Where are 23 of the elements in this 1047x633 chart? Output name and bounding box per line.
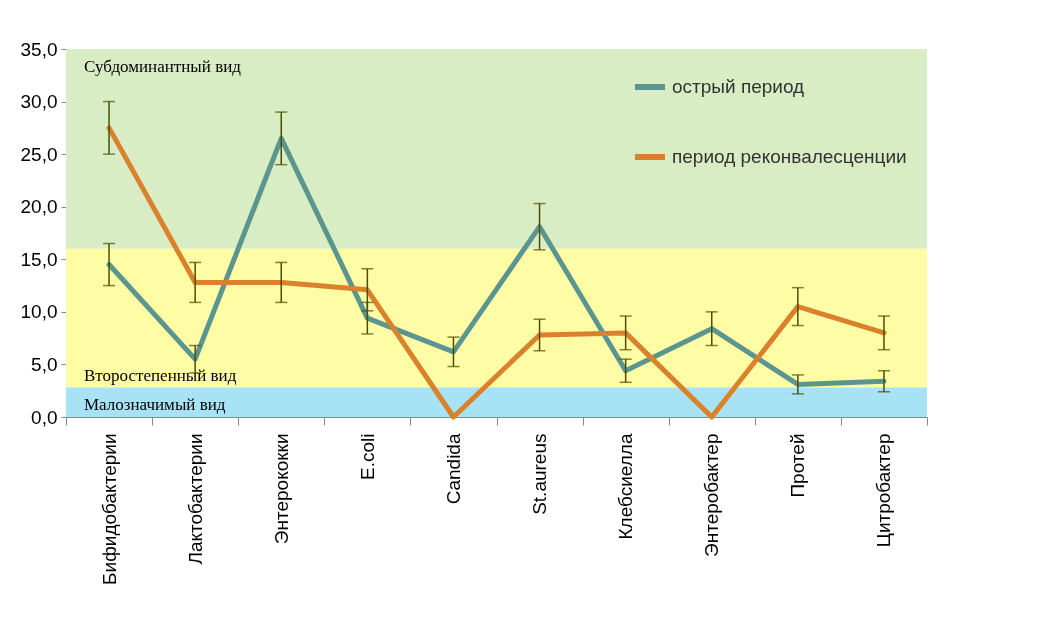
x-tick-label: E.coli xyxy=(356,433,378,480)
x-tick-label: Энтерококки xyxy=(270,433,292,545)
y-tick-label: 5,0 xyxy=(31,353,58,375)
band-label: Субдоминантный вид xyxy=(84,57,242,76)
y-tick-label: 25,0 xyxy=(20,143,58,165)
y-tick-label: 0,0 xyxy=(31,406,58,428)
x-tick-label: St.aureus xyxy=(529,433,551,515)
x-tick-label: Лактобактерии xyxy=(184,433,206,565)
x-tick-label: Цитробактер xyxy=(873,433,895,548)
legend-label: острый период xyxy=(672,76,805,97)
y-tick-label: 10,0 xyxy=(20,301,58,323)
x-tick-label: Клебсиелла xyxy=(615,433,637,540)
y-tick-label: 20,0 xyxy=(20,196,58,218)
legend-label: период реконвалесценции xyxy=(672,146,907,167)
band-label: Малозначимый вид xyxy=(84,395,226,414)
y-tick-label: 30,0 xyxy=(20,91,58,113)
band-label: Второстепенный вид xyxy=(84,365,237,385)
y-tick-label: 15,0 xyxy=(20,248,58,270)
x-tick-label: Энтеробактер xyxy=(701,433,723,557)
x-tick-label: Протей xyxy=(787,433,809,498)
y-tick-label: 35,0 xyxy=(20,38,58,60)
x-tick-label: Candida xyxy=(442,433,464,505)
x-tick-label: Бифидобактерии xyxy=(98,433,120,585)
